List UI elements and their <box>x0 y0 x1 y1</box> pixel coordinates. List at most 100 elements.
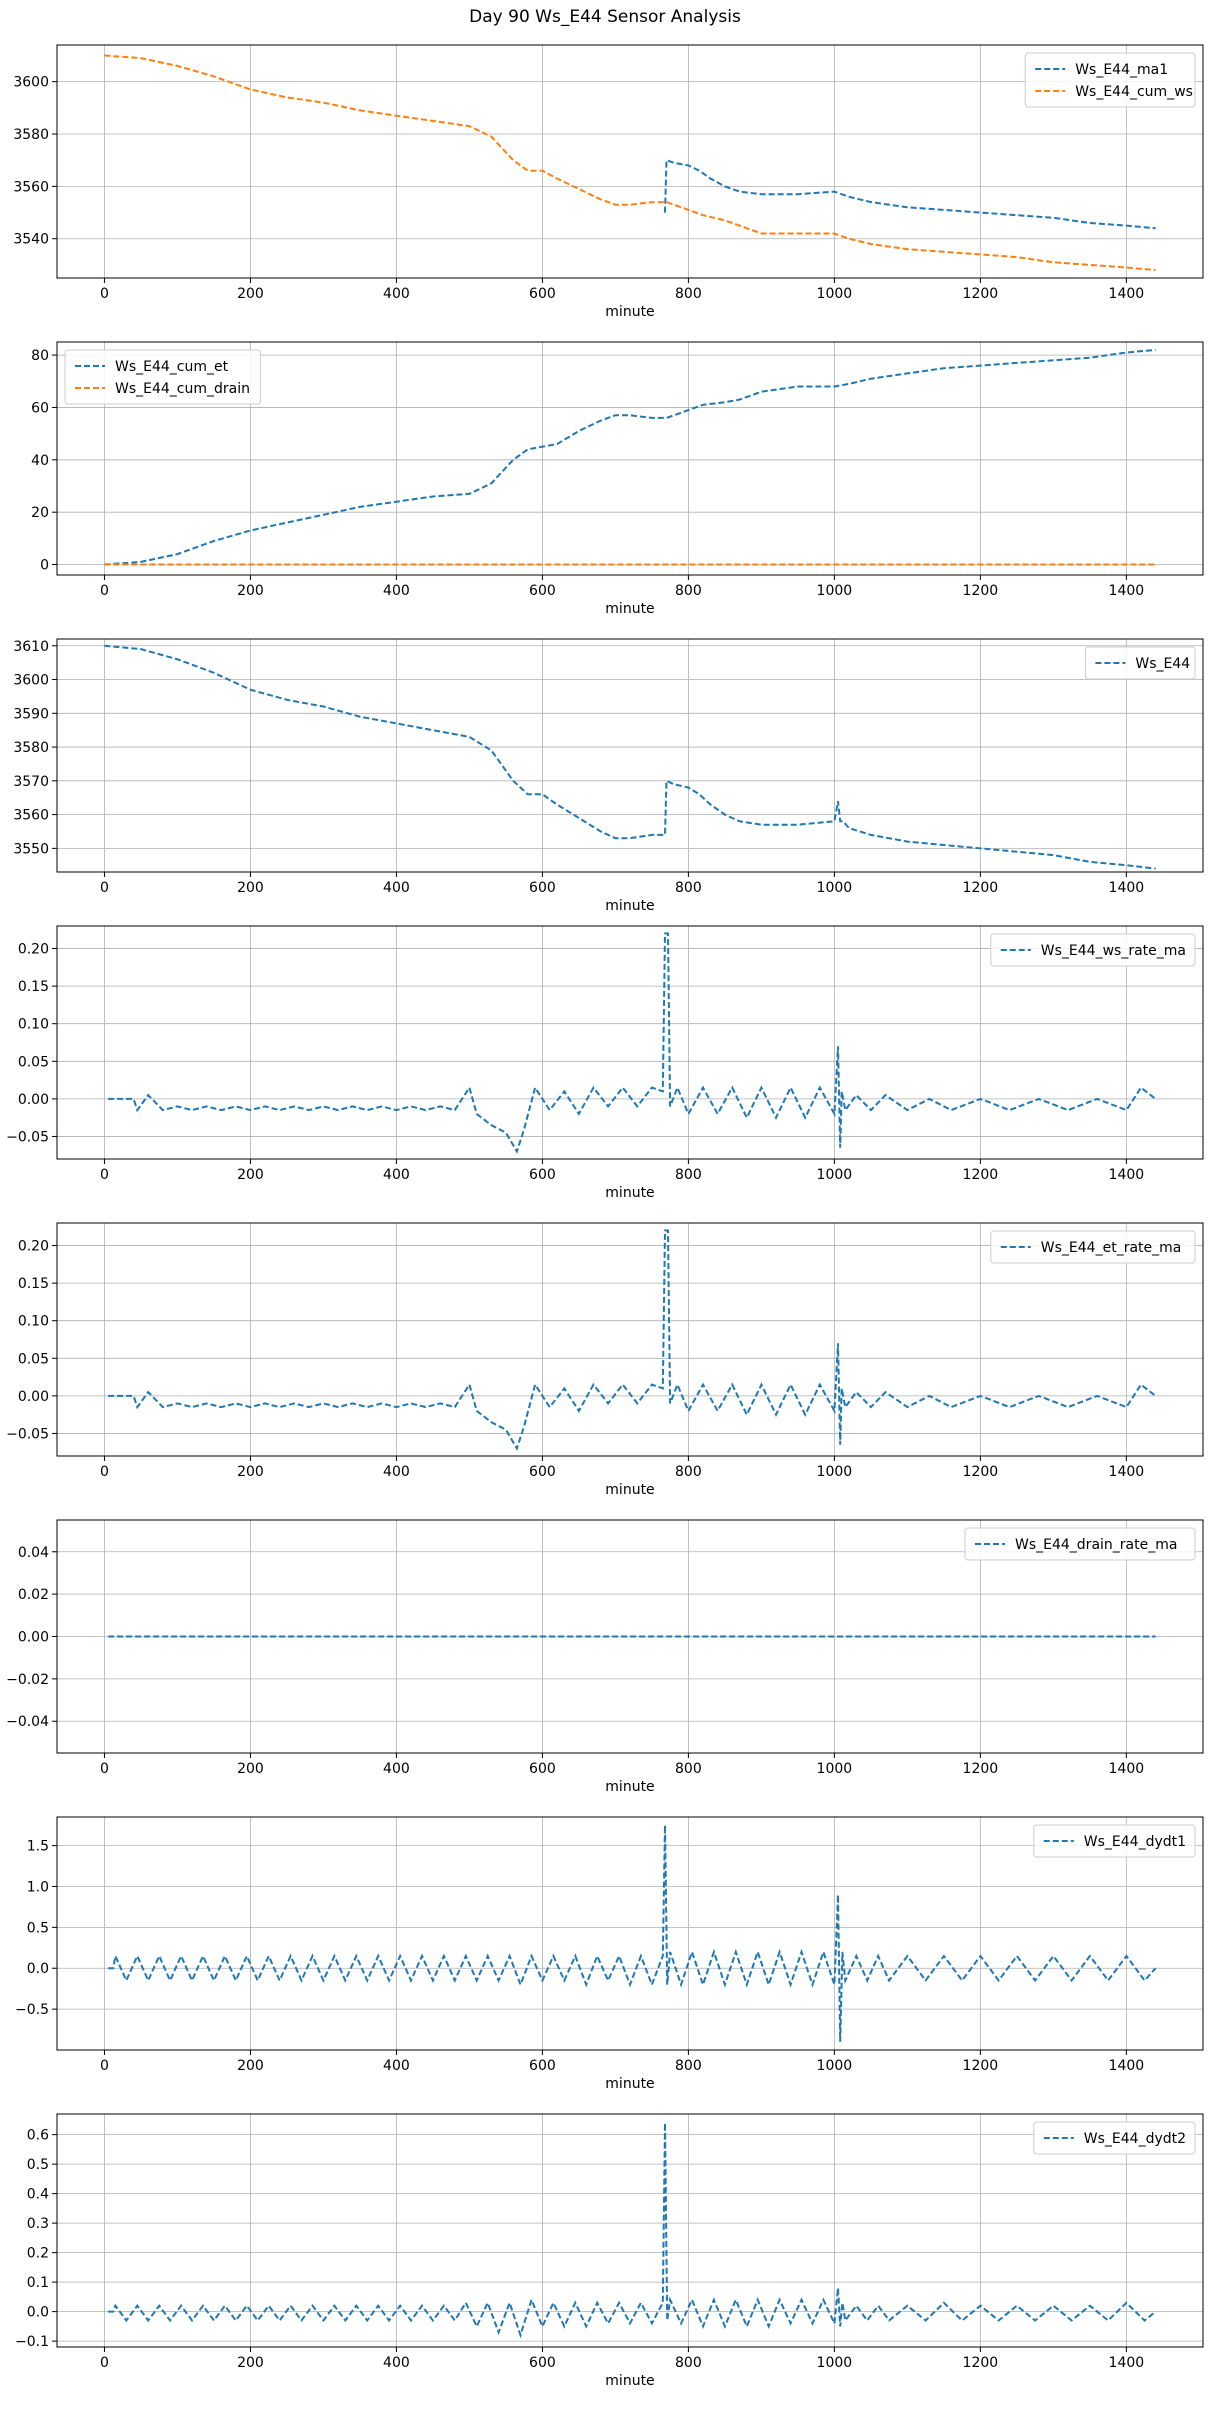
x-axis-label: minute <box>605 2076 654 2092</box>
x-tick-label: 600 <box>529 2058 556 2074</box>
y-tick-label: 0.10 <box>18 1314 49 1330</box>
x-tick-label: 1000 <box>817 1761 853 1777</box>
y-tick-label: 0.6 <box>27 2128 49 2144</box>
legend-box <box>1033 2121 1196 2155</box>
y-tick-label: 0.20 <box>18 1239 49 1255</box>
y-tick-label: −0.04 <box>6 1714 49 1730</box>
y-tick-label: −0.05 <box>6 1426 49 1442</box>
x-tick-label: 1400 <box>1109 880 1145 896</box>
y-tick-label: 0.05 <box>18 1054 49 1070</box>
subplot-2: 0 200 400 600 800 1000 1200 1400 0 20 40 60 80 minute… <box>31 341 1204 617</box>
legend-label: Ws_E44_cum_ws <box>1075 84 1193 100</box>
legend-label: Ws_E44_ws_rate_ma <box>1041 943 1186 959</box>
y-tick-label: 80 <box>31 348 49 364</box>
axes-frame <box>56 1222 1204 1457</box>
axes-frame <box>56 341 1204 576</box>
y-tick-label: 3590 <box>13 706 49 722</box>
x-tick-label: 800 <box>675 1464 702 1480</box>
y-tick-label: 3550 <box>13 841 49 857</box>
plot-area <box>108 932 1157 1154</box>
x-tick-label: 200 <box>237 1167 264 1183</box>
y-tick-label: 1.0 <box>27 1879 49 1895</box>
x-tick-label: 0 <box>100 1167 109 1183</box>
y-tick-label: 40 <box>31 453 49 469</box>
legend: Ws_E44_drain_rate_ma <box>964 1527 1196 1561</box>
x-tick-label: 1400 <box>1109 1464 1145 1480</box>
legend-box <box>1084 646 1196 680</box>
x-tick-label: 1400 <box>1109 1167 1145 1183</box>
subplot-8: 0 200 400 600 800 1000 1200 1400 −0.1 0.0 0.1 0.2 0.… <box>15 2113 1204 2389</box>
legend-box <box>1033 1824 1196 1858</box>
axes-frame <box>56 925 1204 1160</box>
legend-label: Ws_E44_cum_drain <box>115 381 250 397</box>
legend-label: Ws_E44_ma1 <box>1075 62 1168 78</box>
subplot-1: 0 200 400 600 800 1000 1200 1400 3540 3560 3580 360… <box>13 44 1204 320</box>
series-line-Ws_E44_cum_ws <box>104 54 1156 272</box>
y-tick-label: 0.00 <box>18 1630 49 1646</box>
y-tick-label: 0.04 <box>18 1545 49 1561</box>
x-tick-label: 1200 <box>963 880 999 896</box>
legend-label: Ws_E44_drain_rate_ma <box>1015 1537 1177 1553</box>
legend-label: Ws_E44_cum_et <box>115 359 229 375</box>
x-tick-label: 0 <box>100 2058 109 2074</box>
y-tick-label: 0.02 <box>18 1587 49 1603</box>
x-tick-label: 400 <box>383 583 410 599</box>
series-line-Ws_E44 <box>104 644 1156 870</box>
x-tick-label: 0 <box>100 286 109 302</box>
legend: Ws_E44_dydt2 <box>1033 2121 1196 2155</box>
legend-box <box>1024 52 1196 108</box>
y-tick-label: −0.05 <box>6 1129 49 1145</box>
x-tick-label: 1000 <box>817 2058 853 2074</box>
legend-box <box>990 1230 1196 1264</box>
subplot-6: 0 200 400 600 800 1000 1200 1400 −0.04 −0.02 0.00 0… <box>6 1519 1204 1795</box>
x-axis-label: minute <box>605 1779 654 1795</box>
legend-box <box>990 933 1196 967</box>
x-tick-label: 400 <box>383 2355 410 2371</box>
y-tick-label: 3560 <box>13 808 49 824</box>
x-axis-label: minute <box>605 898 654 914</box>
subplot-3: 0 200 400 600 800 1000 1200 1400 3550 3560 3570 358… <box>13 638 1204 914</box>
subplot-4: 0 200 400 600 800 1000 1200 1400 −0.05 0.00 0.05 0.… <box>6 925 1204 1201</box>
plot-area <box>108 1229 1157 1451</box>
x-tick-label: 400 <box>383 1464 410 1480</box>
x-tick-label: 0 <box>100 880 109 896</box>
x-tick-label: 1400 <box>1109 583 1145 599</box>
x-tick-label: 0 <box>100 1761 109 1777</box>
y-tick-label: −0.1 <box>15 2334 49 2350</box>
x-tick-label: 1000 <box>817 1464 853 1480</box>
y-tick-label: 0.15 <box>18 979 49 995</box>
series-line-Ws_E44_dydt1 <box>108 1825 1157 2042</box>
legend: Ws_E44_dydt1 <box>1033 1824 1196 1858</box>
y-tick-label: 3540 <box>13 232 49 248</box>
plot-area <box>104 54 1156 272</box>
x-tick-label: 800 <box>675 880 702 896</box>
legend: Ws_E44 <box>1084 646 1196 680</box>
y-tick-label: 0.3 <box>27 2216 49 2232</box>
x-tick-label: 1200 <box>963 1464 999 1480</box>
subplot-5: 0 200 400 600 800 1000 1200 1400 −0.05 0.00 0.05 0.… <box>6 1222 1204 1498</box>
legend-label: Ws_E44_dydt2 <box>1084 2131 1186 2147</box>
y-tick-label: 0.10 <box>18 1017 49 1033</box>
y-tick-label: 0.1 <box>27 2275 49 2291</box>
x-tick-label: 600 <box>529 583 556 599</box>
subplot-7: 0 200 400 600 800 1000 1200 1400 −0.5 0.0 0.5 1.0 1.… <box>15 1816 1204 2092</box>
x-tick-label: 1200 <box>963 1761 999 1777</box>
x-tick-label: 0 <box>100 583 109 599</box>
x-tick-label: 0 <box>100 1464 109 1480</box>
legend-box <box>64 349 262 405</box>
y-tick-label: 3560 <box>13 179 49 195</box>
x-axis-label: minute <box>605 304 654 320</box>
x-tick-label: 800 <box>675 2058 702 2074</box>
x-tick-label: 800 <box>675 286 702 302</box>
x-tick-label: 1400 <box>1109 1761 1145 1777</box>
x-tick-label: 800 <box>675 1761 702 1777</box>
axes-frame <box>56 1816 1204 2051</box>
x-tick-label: 1000 <box>817 2355 853 2371</box>
plot-area <box>104 644 1156 870</box>
y-tick-label: 0.00 <box>18 1092 49 1108</box>
legend-label: Ws_E44_et_rate_ma <box>1041 1240 1182 1256</box>
y-tick-label: 3610 <box>13 639 49 655</box>
legend: Ws_E44_ws_rate_ma <box>990 933 1196 967</box>
axes-frame <box>56 2113 1204 2348</box>
